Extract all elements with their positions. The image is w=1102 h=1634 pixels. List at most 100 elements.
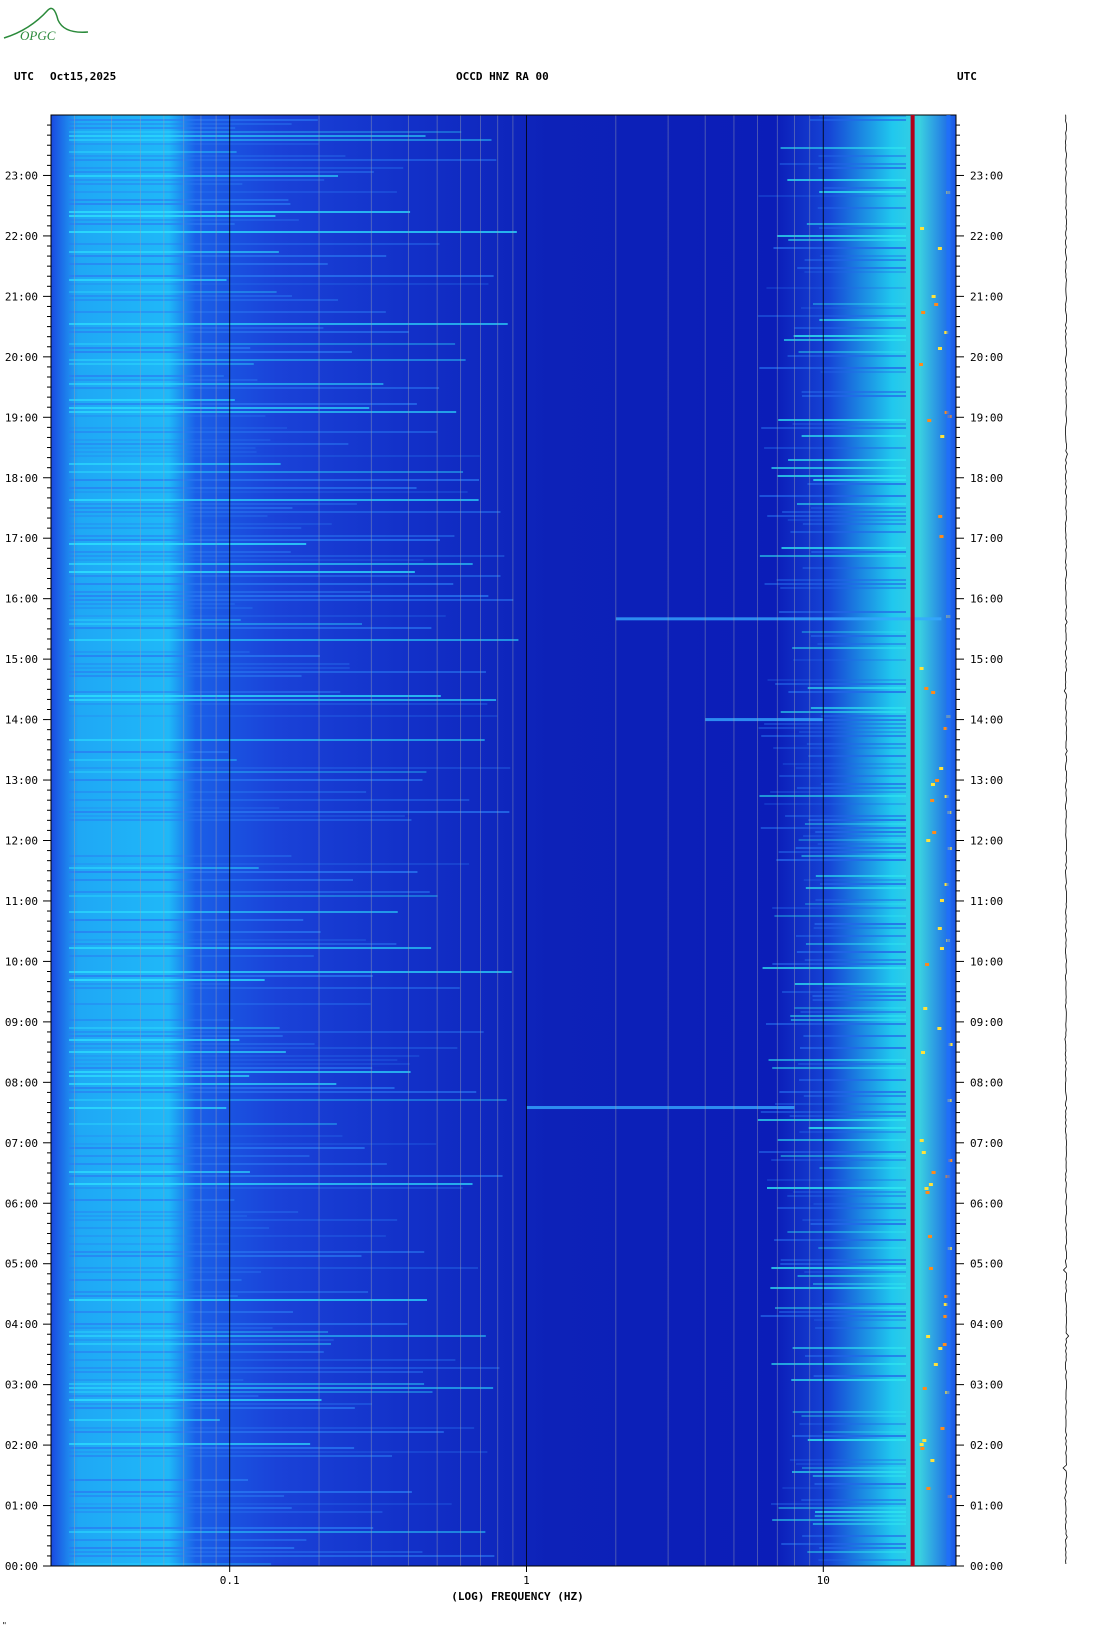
x-axis-label: (LOG) FREQUENCY (HZ) xyxy=(451,1590,584,1603)
noise-band xyxy=(69,379,258,381)
noise-band xyxy=(69,231,517,233)
noise-band xyxy=(69,807,280,809)
noise-band xyxy=(805,903,907,905)
noise-band xyxy=(764,803,907,805)
noise-band xyxy=(819,1167,907,1169)
noise-band xyxy=(780,1263,907,1265)
noise-band xyxy=(69,799,470,801)
energy-spot xyxy=(930,1459,935,1462)
noise-band xyxy=(819,115,907,117)
transient-event xyxy=(526,1106,795,1110)
noise-band xyxy=(69,375,224,377)
noise-band xyxy=(801,1415,907,1417)
noise-band xyxy=(774,1239,907,1241)
noise-band xyxy=(69,1215,247,1217)
noise-band xyxy=(779,163,907,165)
energy-spot xyxy=(924,687,929,690)
noise-band xyxy=(69,1451,488,1453)
noise-band xyxy=(818,167,907,169)
noise-band xyxy=(821,783,907,785)
noise-band xyxy=(69,119,318,121)
noise-band xyxy=(804,959,907,961)
noise-band xyxy=(69,1323,408,1325)
noise-band xyxy=(69,1147,365,1149)
y-tick-label-left: 13:00 xyxy=(5,774,38,787)
noise-band xyxy=(780,587,907,589)
y-tick-label-left: 17:00 xyxy=(5,532,38,545)
noise-band xyxy=(69,623,362,625)
energy-spot xyxy=(930,799,935,802)
noise-band xyxy=(815,875,907,877)
energy-spot xyxy=(928,1183,933,1186)
noise-band xyxy=(788,459,907,461)
noise-band xyxy=(69,791,367,793)
noise-band xyxy=(69,1379,244,1381)
noise-band xyxy=(69,627,432,629)
noise-band xyxy=(801,391,907,393)
noise-band xyxy=(793,659,907,661)
y-tick-label-right: 01:00 xyxy=(970,1500,1003,1513)
noise-band xyxy=(787,355,907,357)
noise-band xyxy=(69,1043,315,1045)
noise-band xyxy=(69,447,256,449)
noise-band xyxy=(69,223,235,225)
noise-band xyxy=(777,1139,907,1141)
noise-band xyxy=(779,775,907,777)
y-tick-label-left: 14:00 xyxy=(5,714,38,727)
noise-band xyxy=(69,1235,386,1237)
noise-band xyxy=(69,667,350,669)
noise-band xyxy=(69,543,307,545)
noise-band xyxy=(802,1219,907,1221)
y-tick-label-left: 15:00 xyxy=(5,653,38,666)
noise-band xyxy=(758,1151,907,1153)
noise-band xyxy=(69,891,430,893)
noise-band xyxy=(69,1455,393,1457)
noise-band xyxy=(771,1363,907,1365)
noise-band xyxy=(69,1135,343,1137)
y-tick-label-right: 06:00 xyxy=(970,1197,1003,1210)
noise-band xyxy=(69,331,409,333)
noise-band xyxy=(69,1359,456,1361)
energy-spot xyxy=(937,1027,942,1030)
noise-band xyxy=(69,215,276,217)
y-tick-label-left: 02:00 xyxy=(5,1439,38,1452)
noise-band xyxy=(69,671,486,673)
noise-band xyxy=(799,1423,907,1425)
noise-band xyxy=(69,383,384,385)
noise-band xyxy=(781,1543,907,1545)
noise-band xyxy=(69,1059,398,1061)
noise-band xyxy=(69,347,251,349)
noise-band xyxy=(807,687,907,689)
noise-band xyxy=(798,1063,907,1065)
noise-band xyxy=(69,1063,410,1065)
energy-spot xyxy=(931,295,936,298)
noise-band xyxy=(69,1431,444,1433)
noise-band xyxy=(801,631,907,633)
noise-band xyxy=(815,1327,907,1329)
noise-band xyxy=(761,735,907,737)
y-tick-label-right: 11:00 xyxy=(970,895,1003,908)
header-date: Oct15,2025 xyxy=(50,70,117,83)
noise-band xyxy=(787,519,907,521)
y-tick-label-left: 00:00 xyxy=(5,1560,38,1573)
noise-band xyxy=(767,515,907,517)
noise-band xyxy=(809,719,907,721)
noise-band xyxy=(778,419,907,421)
noise-band xyxy=(799,1079,907,1081)
noise-band xyxy=(69,863,470,865)
y-tick-label-left: 23:00 xyxy=(5,169,38,182)
y-tick-label-right: 04:00 xyxy=(970,1318,1003,1331)
noise-band xyxy=(69,499,479,501)
noise-band xyxy=(782,991,907,993)
y-tick-label-left: 12:00 xyxy=(5,835,38,848)
noise-band xyxy=(791,1379,907,1381)
noise-band xyxy=(799,731,907,733)
x-tick-label: 0.1 xyxy=(220,1574,240,1587)
noise-band xyxy=(69,363,254,365)
noise-band xyxy=(792,1471,907,1473)
noise-band xyxy=(69,431,438,433)
noise-band xyxy=(757,315,907,317)
noise-band xyxy=(778,1507,907,1509)
noise-band xyxy=(69,443,349,445)
